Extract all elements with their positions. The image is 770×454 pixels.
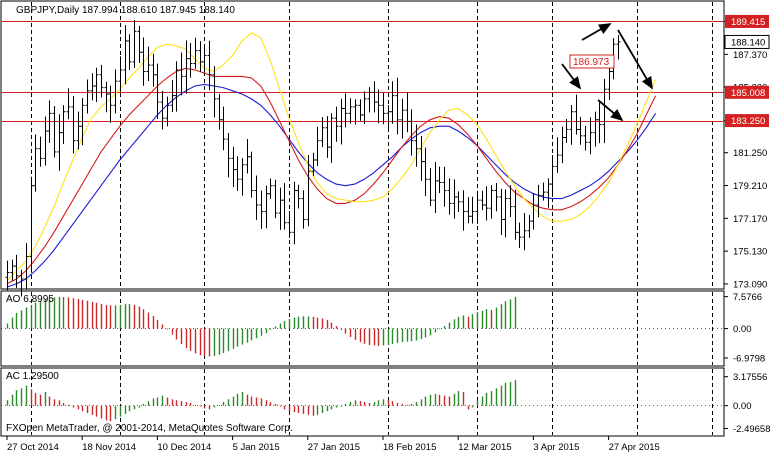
ac-header: AC 1.29500 (6, 371, 59, 382)
ac-pane-frame (0, 367, 725, 437)
level-label-bg (725, 85, 769, 99)
price-tick-label: 175.130 (733, 247, 767, 258)
ma-slow-line (6, 83, 657, 288)
annotation-box (569, 54, 615, 69)
ao-tick-label: 7.5766 (733, 292, 762, 303)
ao-tick-label: -6.9798 (733, 354, 765, 365)
level-label: 183.250 (731, 116, 765, 127)
current-price-bg (724, 34, 770, 49)
time-tick-label: 27 Apr 2015 (609, 442, 660, 453)
price-tick-label: 177.170 (733, 214, 767, 225)
time-axis: 27 Oct 2014 18 Nov 2014 10 Dec 2014 5 Jan 2… (6, 436, 660, 453)
price-tick-label: 173.090 (733, 279, 767, 290)
price-tick-label: 187.370 (733, 50, 767, 61)
symbol-header: GBPJPY,Daily 187.994 188.610 187.945 188… (16, 5, 235, 16)
forecast-arrow (561, 63, 582, 90)
forecast-arrow (581, 23, 612, 41)
ac-histogram (6, 380, 517, 422)
level-label-bg (725, 14, 769, 28)
annotation-label: 186.973 (573, 57, 610, 68)
ao-header: AO 6.8995 (6, 294, 54, 305)
time-tick-label: 5 Jan 2015 (233, 442, 280, 453)
current-price-label: 188.140 (731, 37, 765, 48)
time-tick-label: 27 Oct 2014 (7, 442, 59, 453)
time-tick-label: 18 Nov 2014 (82, 442, 136, 453)
time-tick-label: 12 Mar 2015 (458, 442, 511, 453)
time-tick-label: 3 Apr 2015 (533, 442, 579, 453)
price-axis: 187.370185.330181.250179.210177.170175.1… (724, 14, 770, 435)
ao-tick-label: 0.00 (733, 324, 752, 335)
ao-histogram (6, 296, 517, 357)
price-tick-label: 181.250 (733, 148, 767, 159)
time-tick-label: 10 Dec 2014 (157, 442, 211, 453)
forecast-arrows (561, 23, 653, 122)
forecast-arrow (597, 99, 624, 122)
level-label: 185.008 (731, 88, 765, 99)
ac-tick-label: 0.00 (733, 401, 752, 412)
copyright-note: FXOpen MetaTrader, @ 2001-2014, MetaQuot… (6, 423, 293, 434)
horizontal-levels (1, 21, 724, 406)
forecast-arrow (617, 29, 653, 90)
level-label: 189.415 (731, 17, 765, 28)
ac-tick-label: 3.17556 (733, 372, 767, 383)
ma-mid-line (6, 67, 657, 285)
ac-tick-label: -2.49658 (733, 424, 770, 435)
price-tick-label: 179.210 (733, 181, 767, 192)
price-pane-frame (0, 0, 725, 290)
time-tick-label: 18 Feb 2015 (383, 442, 436, 453)
price-bars (5, 19, 621, 297)
time-tick-label: 27 Jan 2015 (308, 442, 360, 453)
level-label-bg (725, 114, 769, 128)
